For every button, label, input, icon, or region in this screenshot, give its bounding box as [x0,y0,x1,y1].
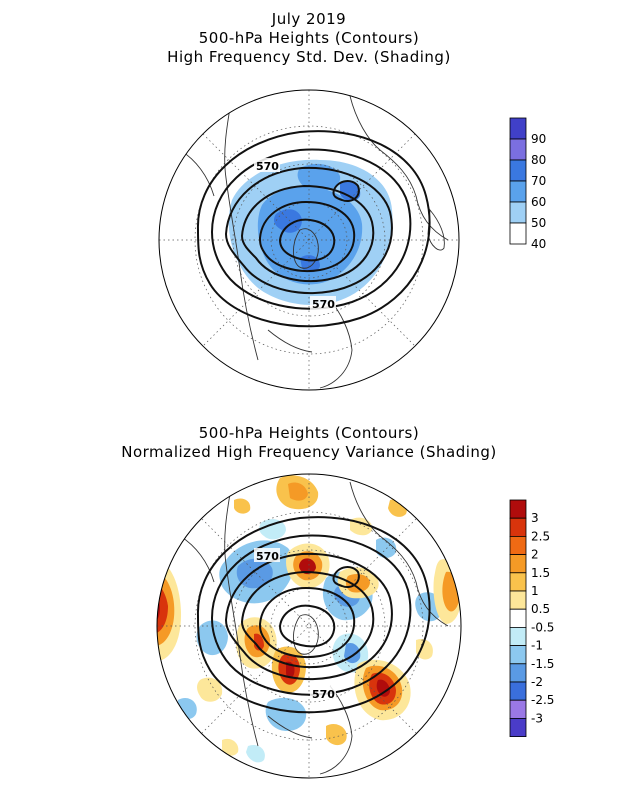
bottom-height-contours [196,516,431,714]
top-colorbar-label-0: 90 [531,132,546,146]
bottom-colorbar-label-7: -1 [531,639,543,653]
top-colorbar-label-5: 40 [531,237,546,251]
bottom-colorbar-swatch-2 [509,536,527,556]
top-colorbar-label-1: 80 [531,153,546,167]
bottom-colorbar-label-10: -2.5 [531,693,554,707]
top-colorbar-swatch-1 [509,138,527,161]
bottom-colorbar-label-6: -0.5 [531,620,554,634]
bottom-colorbar-label-3: 1.5 [531,566,550,580]
bottom-colorbar: 3 2.5 2 1.5 1 0.5 -0.5 -1 -1.5 -2 -2.5 -3 [509,499,554,738]
bottom-colorbar-swatch-10 [509,681,527,701]
top-colorbar-label-3: 60 [531,195,546,209]
bottom-title-line-1: 500-hPa Heights (Contours) [198,424,420,442]
top-stddev-shading [228,159,393,305]
top-colorbar-swatch-0 [509,117,527,140]
bottom-colorbar-label-11: -3 [531,711,543,725]
top-colorbar-swatch-3 [509,180,527,203]
bottom-title-line-2: Normalized High Frequency Variance (Shad… [121,443,497,461]
top-colorbar-swatch-5 [509,222,527,245]
top-panel-title: July 2019 500-hPa Heights (Contours) Hig… [0,10,618,67]
bottom-colorbar-swatch-3 [509,554,527,574]
top-polar-map: 570 570 [158,89,460,391]
bottom-colorbar-swatch-5 [509,590,527,610]
top-colorbar-label-4: 50 [531,216,546,230]
top-title-line-1: July 2019 [271,10,347,28]
top-map-border [158,89,460,391]
bottom-colorbar-swatch-4 [509,572,527,592]
top-title-line-3: High Frequency Std. Dev. (Shading) [167,48,451,66]
top-title-line-2: 500-hPa Heights (Contours) [198,29,420,47]
bottom-colorbar-swatch-12 [509,718,527,738]
bottom-graticule [157,474,461,778]
bottom-colorbar-swatch-8 [509,645,527,665]
top-colorbar-swatch-2 [509,159,527,182]
bottom-colorbar-swatch-6 [509,608,527,628]
bottom-colorbar-label-4: 1 [531,584,539,598]
bottom-contour-label-1: 570 [256,550,279,563]
bottom-colorbar-label-2: 2 [531,548,539,562]
bottom-colorbar-label-5: 0.5 [531,602,550,616]
top-contour-label-2: 570 [312,298,335,311]
bottom-colorbar-swatch-0 [509,499,527,519]
top-graticule [159,90,459,390]
top-colorbar-swatch-4 [509,201,527,224]
bottom-colorbar-label-9: -2 [531,675,543,689]
top-contour-label-1: 570 [256,160,279,173]
top-colorbar-label-2: 70 [531,174,546,188]
bottom-map-border [156,473,462,779]
bottom-colorbar-label-8: -1.5 [531,657,554,671]
bottom-polar-map: 570 570 [156,473,462,779]
top-height-contours [196,130,431,328]
bottom-colorbar-label-0: 3 [531,511,539,525]
bottom-colorbar-label-1: 2.5 [531,529,550,543]
bottom-contour-label-2: 570 [312,688,335,701]
bottom-colorbar-swatch-1 [509,517,527,537]
bottom-panel-title: 500-hPa Heights (Contours) Normalized Hi… [0,424,618,462]
bottom-colorbar-swatch-11 [509,699,527,719]
top-colorbar: 90 80 70 60 50 40 [509,117,546,251]
bottom-colorbar-swatch-9 [509,663,527,683]
bottom-colorbar-swatch-7 [509,627,527,647]
